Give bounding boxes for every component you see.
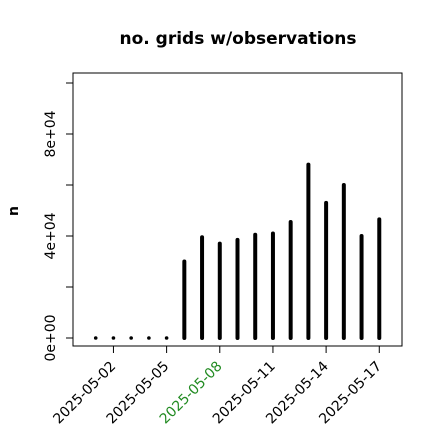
bars bbox=[93, 162, 382, 340]
bar-2025-05-04 bbox=[147, 336, 151, 340]
y-tick-label-40000: 4e+04 bbox=[43, 212, 59, 259]
y-axis-label: n bbox=[6, 206, 22, 216]
y-tick-label-0: 0e+00 bbox=[43, 314, 59, 361]
bar-2025-05-05 bbox=[164, 336, 169, 340]
chart-title: no. grids w/observations bbox=[120, 29, 357, 49]
y-tick-label-80000: 8e+04 bbox=[43, 110, 59, 157]
x-axis: 2025-05-022025-05-052025-05-082025-05-11… bbox=[50, 346, 385, 427]
plot-frame bbox=[72, 72, 403, 347]
bar-2025-05-03 bbox=[129, 336, 133, 340]
y-axis: 0e+00 4e+04 8e+04 bbox=[43, 82, 73, 362]
bar-2025-05-01 bbox=[93, 336, 98, 340]
bar-2025-05-02 bbox=[111, 336, 116, 340]
